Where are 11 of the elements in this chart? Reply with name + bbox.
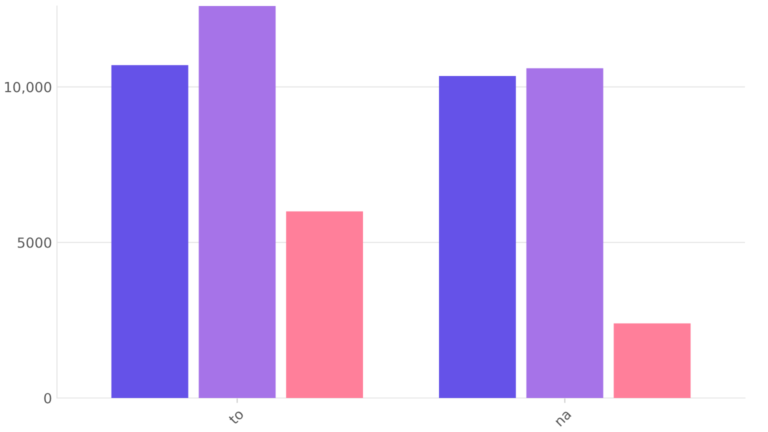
bar bbox=[614, 323, 691, 398]
y-tick-label: 5000 bbox=[18, 237, 52, 248]
x-tick-label: to bbox=[228, 408, 244, 425]
bar bbox=[198, 6, 276, 398]
y-tick-label: 10,000 bbox=[5, 82, 52, 94]
bar bbox=[526, 68, 604, 398]
x-tick-label: na bbox=[555, 410, 572, 427]
y-tick-label: 0 bbox=[44, 392, 52, 404]
bar bbox=[111, 65, 188, 398]
bar bbox=[439, 76, 516, 398]
bar bbox=[286, 211, 363, 398]
